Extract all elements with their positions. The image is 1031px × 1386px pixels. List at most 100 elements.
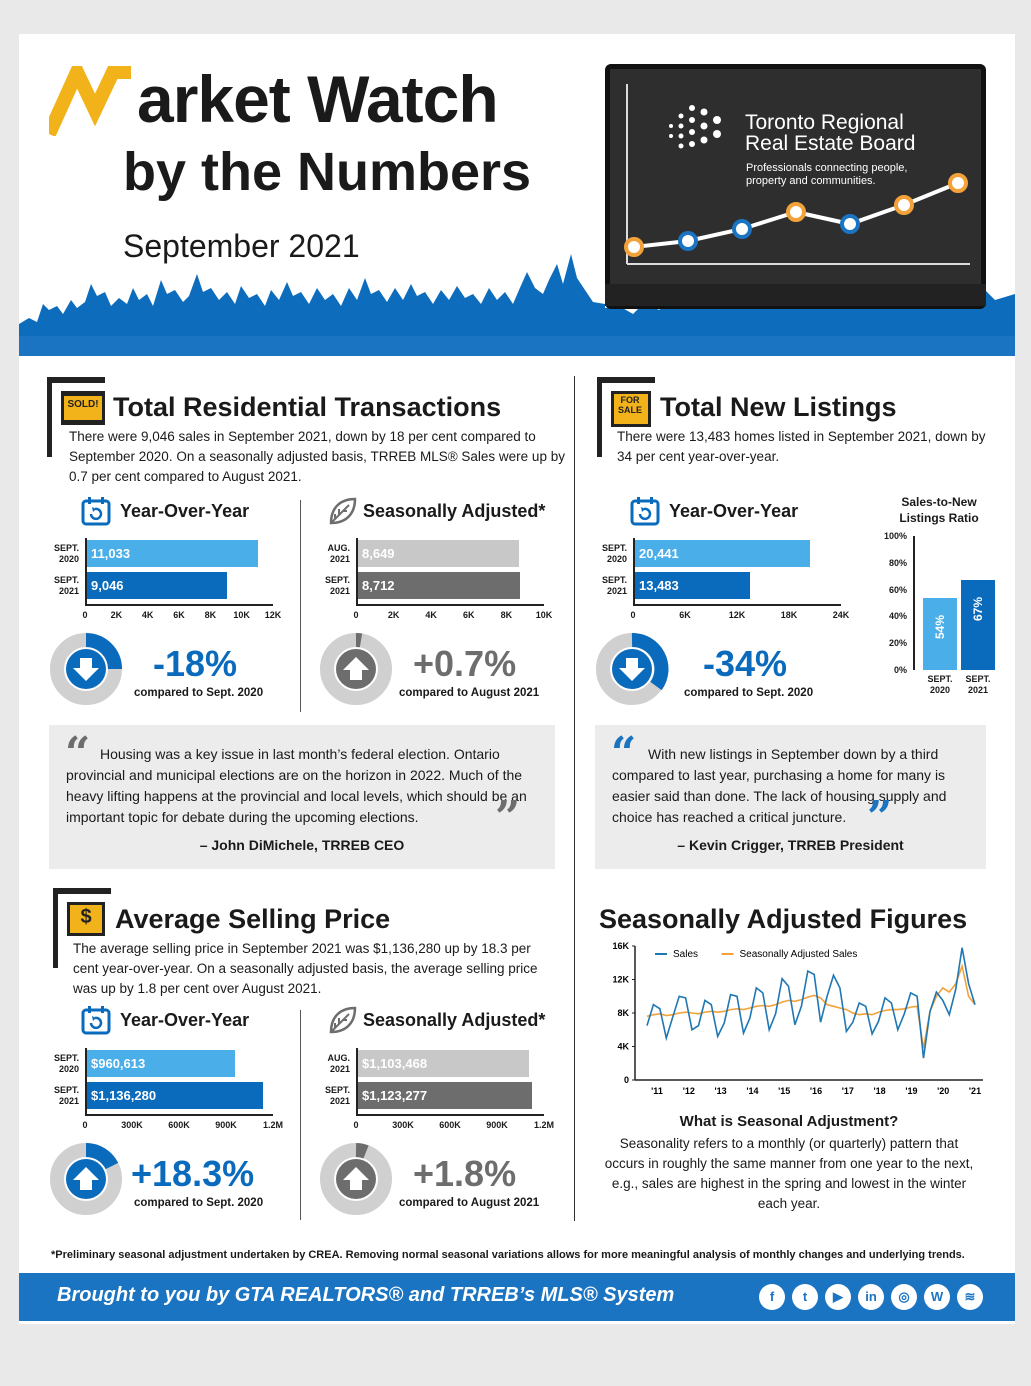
bar-axis <box>633 604 841 606</box>
tick-label: 1.2M <box>533 1120 555 1130</box>
price-title: Average Selling Price <box>115 904 391 934</box>
tick-label: 300K <box>392 1120 414 1130</box>
transactions-sa-chart: AUG. 2021 8,649 SEPT. 2021 8,712 0 2K 4K 6K 8K 10K <box>316 538 566 628</box>
bar: $1,103,468 <box>356 1050 529 1077</box>
transactions-yoy-chart: SEPT. 2020 11,033 SEPT. 2021 9,046 0 2K 4K 6K 8K 10… <box>45 538 295 628</box>
ratio-tick-label: 60% <box>888 584 907 595</box>
tick-label: 300K <box>121 1120 143 1130</box>
tick-label: 18K <box>780 610 798 620</box>
facebook-icon[interactable]: f <box>759 1284 785 1310</box>
ratio-chart: 100% 80% 60% 40% 20% 0% 54% SEPT. 2020 67% SEPT. 20… <box>857 530 1007 705</box>
infographic-page: arket Watch by the Numbers September 202… <box>19 34 1015 1324</box>
title-line-2: by the Numbers <box>123 142 532 202</box>
tick-label: 12K <box>728 610 746 620</box>
bar-label: SEPT. 2020 <box>53 543 79 564</box>
tick-label: 4K <box>141 610 154 620</box>
quote-president-author: – Kevin Crigger, TRREB President <box>677 837 904 853</box>
instagram-icon[interactable]: ◎ <box>891 1284 917 1310</box>
bar-axis <box>356 604 544 606</box>
calendar-refresh-icon <box>81 1006 111 1035</box>
bar: $1,136,280 <box>85 1082 264 1109</box>
up-arrow-icon <box>320 1143 392 1215</box>
open-quote-icon: “ <box>65 728 91 779</box>
transactions-sa-heading: Seasonally Adjusted* <box>363 501 546 521</box>
tick-label: 6K <box>463 610 475 620</box>
bar-label: AUG. 2021 <box>327 543 351 564</box>
footnote: *Preliminary seasonal adjustment underta… <box>51 1249 965 1261</box>
bar: 11,033 <box>85 540 258 567</box>
transactions-title: Total Residential Transactions <box>113 392 502 422</box>
bar-label: SEPT. 2020 <box>53 1053 79 1074</box>
tick-label: 24K <box>832 610 850 620</box>
tick-label: 10K <box>233 610 250 620</box>
listings-title: Total New Listings <box>660 392 897 422</box>
bar: 9,046 <box>85 572 227 599</box>
bar-axis <box>356 1048 358 1114</box>
quote-ceo-author: – John DiMichele, TRREB CEO <box>199 837 405 853</box>
tick-label: 900K <box>215 1120 237 1130</box>
price-sa-heading: Seasonally Adjusted* <box>363 1010 546 1030</box>
price-yoy-compare: compared to Sept. 2020 <box>134 1197 264 1209</box>
sa-question: What is Seasonal Adjustment? <box>679 1113 899 1130</box>
y-tick-label: 8K <box>617 1008 629 1018</box>
org-name: Toronto Regional Real Estate Board <box>745 111 916 155</box>
monitor-chart-graphic <box>624 84 970 265</box>
tick-label: 8K <box>204 610 217 620</box>
tick-label: 6K <box>173 610 185 620</box>
transactions-yoy-change: -18% <box>153 643 238 684</box>
listings-yoy-heading: Year-Over-Year <box>669 501 799 521</box>
calendar-refresh-icon <box>81 497 111 526</box>
tick-label: 0 <box>82 610 88 620</box>
legend-label: Sales <box>673 949 698 960</box>
x-tick-label: '15 <box>778 1086 790 1096</box>
ratio-tick-label: 20% <box>888 638 907 649</box>
bar-axis <box>85 604 273 606</box>
x-tick-label: '19 <box>905 1086 917 1096</box>
price-sa-compare: compared to August 2021 <box>399 1197 540 1209</box>
close-quote-icon: ” <box>867 792 893 843</box>
tick-label: 8K <box>500 610 513 620</box>
ratio-tick-label: 0% <box>893 665 907 675</box>
listings-yoy-change: -34% <box>703 643 788 684</box>
price-sa-chart: AUG. 2021 $1,103,468 SEPT. 2021 $1,123,277 0 30… <box>316 1048 566 1138</box>
tick-label: 0 <box>353 1120 359 1130</box>
twitter-icon[interactable]: t <box>792 1284 818 1310</box>
quote-box-ceo <box>49 725 555 869</box>
quote-ceo-text: Housing was a key issue in last month’s … <box>66 746 527 825</box>
linkedin-icon[interactable]: in <box>858 1284 884 1310</box>
tick-label: 0 <box>353 610 359 620</box>
bar: 8,649 <box>356 540 519 567</box>
ratio-chart-title: Sales-to-New Listings Ratio <box>899 495 979 525</box>
price-sign-text: $ <box>80 906 92 928</box>
footer-text: Brought to you by GTA REALTORS® and TRRE… <box>57 1284 675 1306</box>
report-date: September 2021 <box>123 228 360 264</box>
bar-label: SEPT. 2021 <box>324 1085 350 1106</box>
org-tagline: Professionals connecting people, propert… <box>746 162 908 187</box>
y-tick-label: 16K <box>612 941 629 951</box>
bar-label: SEPT. 2020 <box>601 543 627 564</box>
price-yoy-change: +18.3% <box>131 1153 255 1194</box>
wordpress-icon[interactable]: W <box>924 1284 950 1310</box>
youtube-icon[interactable]: ▶ <box>825 1284 851 1310</box>
close-quote-icon: ” <box>495 792 521 843</box>
tick-label: 600K <box>439 1120 461 1130</box>
ratio-tick-label: 40% <box>888 611 907 622</box>
x-tick-label: '17 <box>842 1086 854 1096</box>
sub-divider <box>300 500 301 712</box>
tick-label: 2K <box>110 610 123 620</box>
listings-yoy-compare: compared to Sept. 2020 <box>684 687 814 699</box>
podcast-icon[interactable]: ≋ <box>957 1284 983 1310</box>
sa-answer: Seasonality refers to a monthly (or quar… <box>604 1136 974 1211</box>
calendar-refresh-icon <box>630 497 660 526</box>
x-tick-label: '20 <box>937 1086 949 1096</box>
x-tick-label: '14 <box>746 1086 758 1096</box>
down-arrow-icon <box>50 633 122 705</box>
up-arrow-icon <box>50 1143 122 1215</box>
price-sa-change: +1.8% <box>413 1153 517 1194</box>
skyline-graphic <box>19 254 1015 356</box>
bar-label: SEPT. 2021 <box>53 575 79 596</box>
trreb-dots-logo-icon <box>669 105 721 149</box>
transactions-yoy-compare: compared to Sept. 2020 <box>134 687 264 699</box>
open-quote-icon: “ <box>611 728 637 779</box>
x-tick-label: '13 <box>715 1086 727 1096</box>
